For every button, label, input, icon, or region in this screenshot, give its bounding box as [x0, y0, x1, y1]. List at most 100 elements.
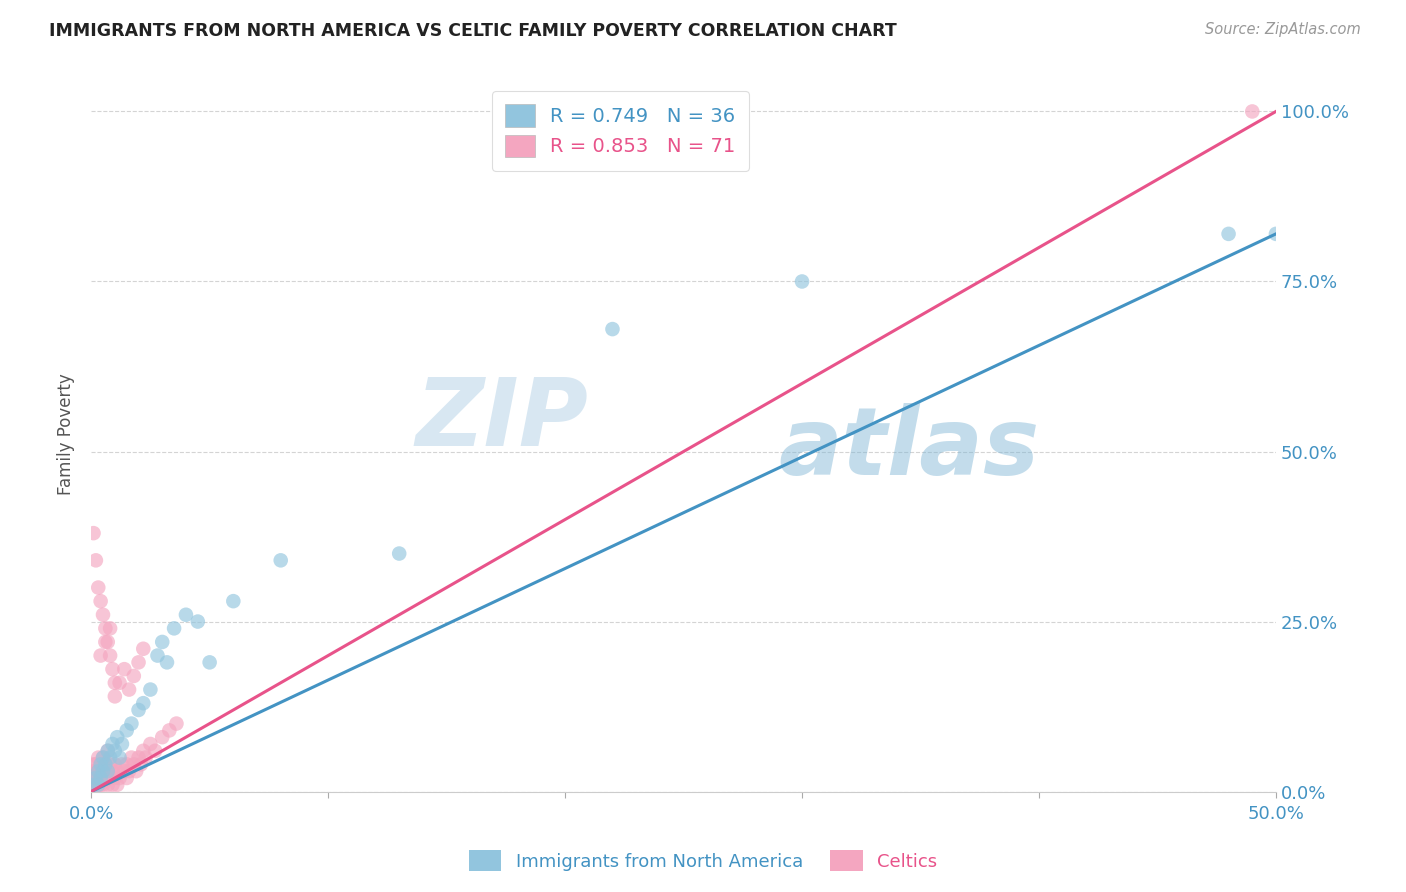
Text: atlas: atlas: [779, 403, 1039, 495]
Point: [112, 662, 135, 676]
Point: [150, 730, 173, 744]
Point: [187, 615, 209, 629]
Point: [101, 737, 124, 751]
Point: [128, 703, 150, 717]
Point: [222, 594, 245, 608]
Point: [139, 682, 162, 697]
Point: [87, 778, 110, 792]
Point: [1218, 227, 1240, 241]
Point: [105, 764, 128, 779]
Point: [112, 764, 135, 779]
Point: [84, 764, 107, 779]
Point: [83, 757, 105, 772]
Point: [90, 757, 112, 772]
Point: [91, 764, 114, 779]
Point: [83, 526, 105, 541]
Point: [90, 757, 112, 772]
Point: [97, 744, 120, 758]
Point: [122, 669, 145, 683]
Point: [132, 641, 155, 656]
Point: [90, 594, 112, 608]
Point: [388, 547, 411, 561]
Point: [108, 675, 131, 690]
Point: [97, 635, 120, 649]
Point: [91, 778, 114, 792]
Point: [87, 764, 110, 779]
Point: [115, 771, 138, 785]
Point: [790, 275, 813, 289]
Point: [128, 656, 150, 670]
Point: [104, 771, 127, 785]
Point: [97, 764, 120, 779]
Point: [87, 581, 110, 595]
Point: [105, 730, 128, 744]
Point: [118, 764, 141, 779]
Point: [129, 757, 152, 772]
Point: [82, 778, 104, 792]
Point: [156, 656, 179, 670]
Point: [98, 771, 121, 785]
Point: [90, 771, 112, 785]
Point: [97, 744, 120, 758]
Text: IMMIGRANTS FROM NORTH AMERICA VS CELTIC FAMILY POVERTY CORRELATION CHART: IMMIGRANTS FROM NORTH AMERICA VS CELTIC …: [49, 22, 897, 40]
Point: [97, 764, 120, 779]
Point: [163, 621, 186, 635]
Point: [174, 607, 197, 622]
Point: [146, 648, 169, 663]
Point: [98, 750, 121, 764]
Point: [98, 648, 121, 663]
Point: [150, 635, 173, 649]
Point: [98, 757, 121, 772]
Point: [157, 723, 180, 738]
Point: [120, 750, 142, 764]
Point: [84, 771, 107, 785]
Point: [84, 778, 107, 792]
Y-axis label: Family Poverty: Family Poverty: [58, 374, 75, 495]
Point: [132, 696, 155, 710]
Point: [84, 771, 107, 785]
Point: [94, 757, 117, 772]
Point: [87, 750, 110, 764]
Point: [143, 744, 166, 758]
Point: [91, 607, 114, 622]
Point: [91, 750, 114, 764]
Text: Source: ZipAtlas.com: Source: ZipAtlas.com: [1205, 22, 1361, 37]
Point: [122, 757, 145, 772]
Point: [111, 737, 134, 751]
Point: [101, 778, 124, 792]
Point: [132, 744, 155, 758]
Point: [94, 635, 117, 649]
Point: [1265, 227, 1288, 241]
Point: [104, 675, 127, 690]
Point: [90, 778, 112, 792]
Point: [111, 757, 134, 772]
Point: [83, 778, 105, 792]
Point: [108, 750, 131, 764]
Point: [97, 778, 120, 792]
Point: [115, 757, 138, 772]
Point: [125, 764, 148, 779]
Point: [104, 690, 127, 704]
Point: [84, 553, 107, 567]
Point: [94, 621, 117, 635]
Point: [83, 764, 105, 779]
Point: [87, 764, 110, 779]
Point: [94, 757, 117, 772]
Point: [166, 716, 188, 731]
Point: [101, 662, 124, 676]
Point: [135, 750, 157, 764]
Point: [84, 757, 107, 772]
Legend: Immigrants from North America, Celtics: Immigrants from North America, Celtics: [461, 843, 945, 879]
Point: [108, 771, 131, 785]
Text: ZIP: ZIP: [416, 375, 589, 467]
Point: [87, 778, 110, 792]
Point: [118, 682, 141, 697]
Point: [270, 553, 292, 567]
Point: [94, 771, 117, 785]
Legend: R = 0.749   N = 36, R = 0.853   N = 71: R = 0.749 N = 36, R = 0.853 N = 71: [492, 91, 749, 170]
Point: [139, 737, 162, 751]
Point: [83, 771, 105, 785]
Point: [104, 744, 127, 758]
Point: [91, 750, 114, 764]
Point: [120, 716, 142, 731]
